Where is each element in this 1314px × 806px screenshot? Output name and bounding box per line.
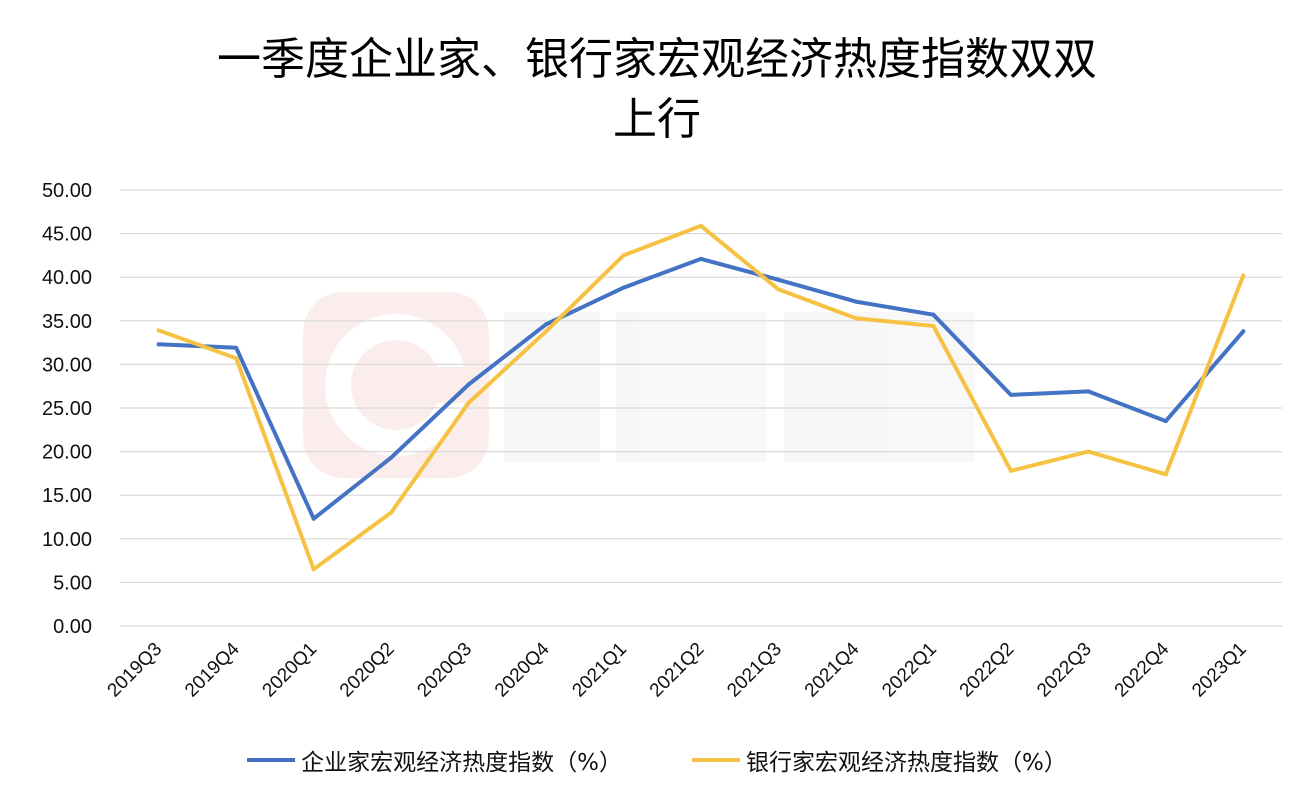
- line-chart: 0.00 5.00 10.00 15.00 20.00 25.00 30.00 35.00 40…: [42, 180, 1282, 701]
- enterprise-point: [466, 382, 471, 387]
- enterprise-point: [1086, 389, 1091, 394]
- x-tick-label: 2020Q3: [413, 639, 476, 702]
- y-tick-label: 25.00: [42, 398, 92, 420]
- enterprise-point: [234, 345, 239, 350]
- x-tick-label: 2022Q1: [878, 639, 941, 702]
- chart-title-line-1: 一季度企业家、银行家宏观经济热度指数双双: [217, 34, 1097, 85]
- banker-point: [544, 329, 549, 334]
- x-tick-label: 2019Q3: [104, 639, 167, 702]
- watermark-logo: [303, 292, 974, 478]
- enterprise-point: [544, 322, 549, 327]
- y-tick-label: 0.00: [53, 616, 92, 638]
- banker-point: [1241, 273, 1246, 278]
- x-tick-label: 2023Q1: [1188, 639, 1251, 702]
- enterprise-point: [853, 299, 858, 304]
- legend: 企业家宏观经济热度指数（%） 银行家宏观经济热度指数（%）: [0, 740, 1314, 780]
- chart-title: 一季度企业家、银行家宏观经济热度指数双双 上行: [0, 30, 1314, 150]
- banker-point: [776, 287, 781, 292]
- banker-point: [311, 567, 316, 572]
- legend-label-enterprise: 企业家宏观经济热度指数（%）: [301, 750, 622, 776]
- enterprise-point: [621, 285, 626, 290]
- legend-item-enterprise: 企业家宏观经济热度指数（%）: [247, 743, 622, 777]
- x-tick-label: 2021Q2: [646, 639, 709, 702]
- enterprise-point: [1241, 329, 1246, 334]
- y-axis-ticks: 0.00 5.00 10.00 15.00 20.00 25.00 30.00 35.00 40…: [42, 180, 92, 638]
- enterprise-point: [699, 256, 703, 261]
- x-tick-label: 2020Q4: [491, 638, 554, 701]
- banker-point: [1163, 472, 1168, 477]
- enterprise-point: [156, 342, 161, 347]
- legend-swatch-enterprise: [247, 758, 296, 762]
- y-tick-label: 15.00: [42, 485, 92, 507]
- x-tick-label: 2019Q4: [181, 638, 244, 701]
- gridlines: [120, 189, 1282, 627]
- enterprise-point: [776, 277, 781, 282]
- x-tick-label: 2021Q4: [801, 638, 864, 701]
- legend-label-banker: 银行家宏观经济热度指数（%）: [746, 750, 1067, 776]
- enterprise-point: [389, 455, 394, 460]
- banker-point: [1008, 468, 1013, 473]
- enterprise-point: [1163, 419, 1168, 424]
- enterprise-point: [931, 312, 936, 317]
- legend-swatch-banker: [692, 758, 740, 762]
- y-tick-label: 50.00: [42, 180, 92, 202]
- banker-point: [853, 316, 858, 321]
- banker-point: [1086, 449, 1091, 454]
- legend-item-banker: 银行家宏观经济热度指数（%）: [692, 743, 1067, 777]
- x-tick-label: 2021Q3: [723, 639, 786, 702]
- banker-point: [931, 324, 936, 329]
- banker-point: [466, 400, 471, 405]
- enterprise-point: [1008, 392, 1013, 397]
- x-axis-ticks: 2019Q3 2019Q4 2020Q1 2020Q2 2020Q3 2020Q4 2021…: [104, 638, 1251, 701]
- x-tick-label: 2021Q1: [568, 639, 631, 702]
- banker-point: [389, 510, 394, 515]
- x-tick-label: 2020Q1: [259, 639, 322, 702]
- x-tick-label: 2022Q4: [1111, 638, 1174, 701]
- chart-title-line-2: 上行: [613, 94, 701, 145]
- y-tick-label: 35.00: [42, 311, 92, 333]
- x-tick-label: 2022Q3: [1033, 639, 1096, 702]
- y-tick-label: 40.00: [42, 267, 92, 289]
- banker-point: [699, 223, 703, 228]
- y-tick-label: 20.00: [42, 442, 92, 464]
- banker-point: [234, 356, 239, 361]
- enterprise-point: [311, 516, 316, 521]
- banker-point: [156, 328, 161, 333]
- x-tick-label: 2022Q2: [956, 639, 1019, 702]
- y-tick-label: 10.00: [42, 529, 92, 551]
- series-lines: [156, 223, 1246, 572]
- banker-point: [621, 253, 626, 258]
- y-tick-label: 45.00: [42, 224, 92, 246]
- y-tick-label: 30.00: [42, 354, 92, 376]
- y-tick-label: 5.00: [53, 572, 92, 594]
- x-tick-label: 2020Q2: [336, 639, 399, 702]
